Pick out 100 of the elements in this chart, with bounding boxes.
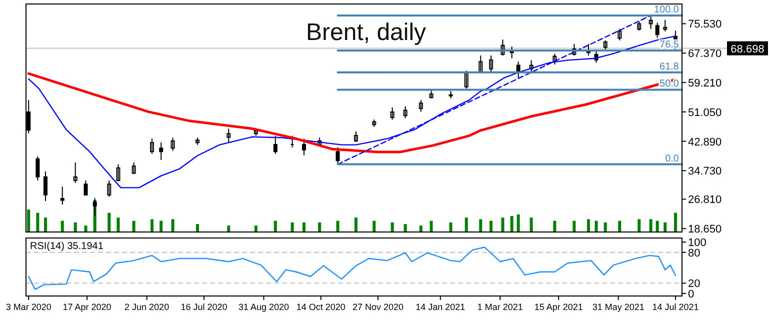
candlestick [448, 90, 453, 99]
candlestick [107, 180, 112, 198]
bar [74, 222, 77, 232]
bar [638, 219, 641, 232]
bar [553, 220, 556, 232]
candlestick [302, 138, 306, 156]
text: Brent, daily [306, 19, 426, 46]
y-tick-label: 26.810 [688, 194, 722, 206]
bar [404, 224, 407, 232]
bar [664, 222, 667, 232]
bar [419, 226, 422, 232]
bar [160, 220, 163, 232]
candlestick [603, 40, 608, 50]
y-tick-label: 34.730 [688, 166, 722, 178]
candlestick [637, 21, 642, 32]
bar [449, 222, 452, 232]
bar [318, 222, 322, 232]
series-label: 50.0 [660, 78, 680, 90]
x-tick-label: 31 Aug 2020 [238, 302, 289, 312]
bar [132, 220, 136, 232]
ref-line-label: 68.698 [730, 43, 764, 56]
y-tick-label: 51.050 [688, 106, 722, 119]
candlestick [43, 170, 48, 202]
bar [594, 220, 598, 232]
bar [479, 219, 482, 232]
x-tick-label: 1 Mar 2021 [477, 302, 523, 312]
candlestick [150, 138, 154, 154]
candlestick [403, 106, 408, 119]
x-tick-label: 27 Nov 2020 [352, 302, 404, 312]
candlestick [372, 119, 376, 128]
bar [618, 220, 622, 232]
bar [116, 218, 120, 232]
bar [196, 224, 199, 232]
bar [372, 220, 376, 232]
bar [302, 222, 306, 232]
candlestick [418, 100, 423, 112]
bar [530, 218, 533, 232]
bar [390, 222, 394, 232]
candlestick [655, 22, 660, 38]
candlestick [618, 28, 622, 41]
y-tick-label: 67.370 [688, 48, 722, 60]
candlestick [336, 146, 340, 165]
candlestick [170, 137, 175, 152]
candlestick [290, 135, 294, 148]
bar [84, 226, 88, 232]
candlestick [132, 162, 136, 175]
x-tick-label: 31 May 2021 [592, 302, 644, 312]
x-tick-label: 2 Jun 2020 [124, 302, 170, 312]
bar [572, 220, 576, 232]
bar [27, 210, 30, 232]
x-tick-label: 14 Oct 2020 [296, 302, 346, 312]
bar [490, 220, 493, 232]
x-tick-label: 15 Apr 2021 [534, 302, 583, 312]
bar [354, 218, 358, 232]
bar [516, 214, 520, 232]
candlestick [354, 131, 358, 142]
x-tick-label: 16 Jul 2020 [180, 302, 228, 312]
bar [430, 220, 433, 232]
bar [336, 220, 340, 232]
candlestick [195, 137, 200, 146]
series-label: 61.8 [660, 61, 680, 72]
bar [171, 219, 174, 232]
candlestick [273, 135, 278, 154]
y-tick-label: 42.890 [688, 136, 722, 148]
bar [510, 216, 514, 232]
bar [60, 220, 64, 232]
candlestick [36, 156, 40, 181]
bar [274, 220, 277, 232]
candlestick [648, 15, 653, 30]
chart-title: RSI(14) 35.1941 [30, 241, 104, 252]
bar [227, 226, 230, 232]
candlestick [226, 128, 231, 142]
y-tick-label: 100 [688, 237, 706, 250]
candlestick [116, 164, 120, 182]
bar [604, 222, 607, 232]
candlestick [60, 186, 64, 206]
x-tick-label: 17 Apr 2020 [62, 302, 112, 312]
bar [36, 212, 40, 232]
bar [150, 219, 154, 232]
bar [674, 212, 678, 232]
bar [649, 219, 652, 232]
bar [108, 212, 111, 232]
candlestick [663, 19, 668, 32]
y-tick-label: 59.210 [688, 77, 722, 90]
y-tick-label: 75.530 [688, 18, 722, 31]
candlestick [489, 55, 494, 72]
candlestick [390, 106, 394, 120]
candlestick [84, 180, 88, 196]
x-tick-label: 3 Mar 2020 [6, 302, 52, 312]
series-label: 0.0 [665, 153, 680, 164]
bar [290, 222, 294, 232]
y-tick-label: 20 [688, 278, 700, 290]
bar [464, 218, 468, 232]
y-tick-label: 18.650 [688, 224, 722, 236]
bar [501, 218, 504, 232]
bar [44, 218, 47, 232]
y-tick-label: 0 [688, 288, 694, 300]
candlestick [73, 162, 78, 184]
bar [254, 226, 258, 232]
candlestick [159, 142, 164, 160]
